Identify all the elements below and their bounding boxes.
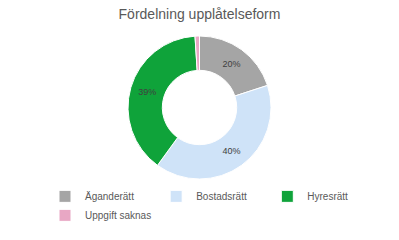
svg-text:Uppgift saknas: Uppgift saknas [85,210,151,221]
svg-text:Fördelning upplåtelseform: Fördelning upplåtelseform [119,6,281,22]
svg-text:20%: 20% [222,59,240,69]
svg-text:Hyresrätt: Hyresrätt [307,191,348,202]
svg-text:Äganderätt: Äganderätt [85,191,134,202]
svg-text:Bostadsrätt: Bostadsrätt [196,191,247,202]
svg-text:40%: 40% [222,146,240,156]
svg-text:39%: 39% [138,87,156,97]
